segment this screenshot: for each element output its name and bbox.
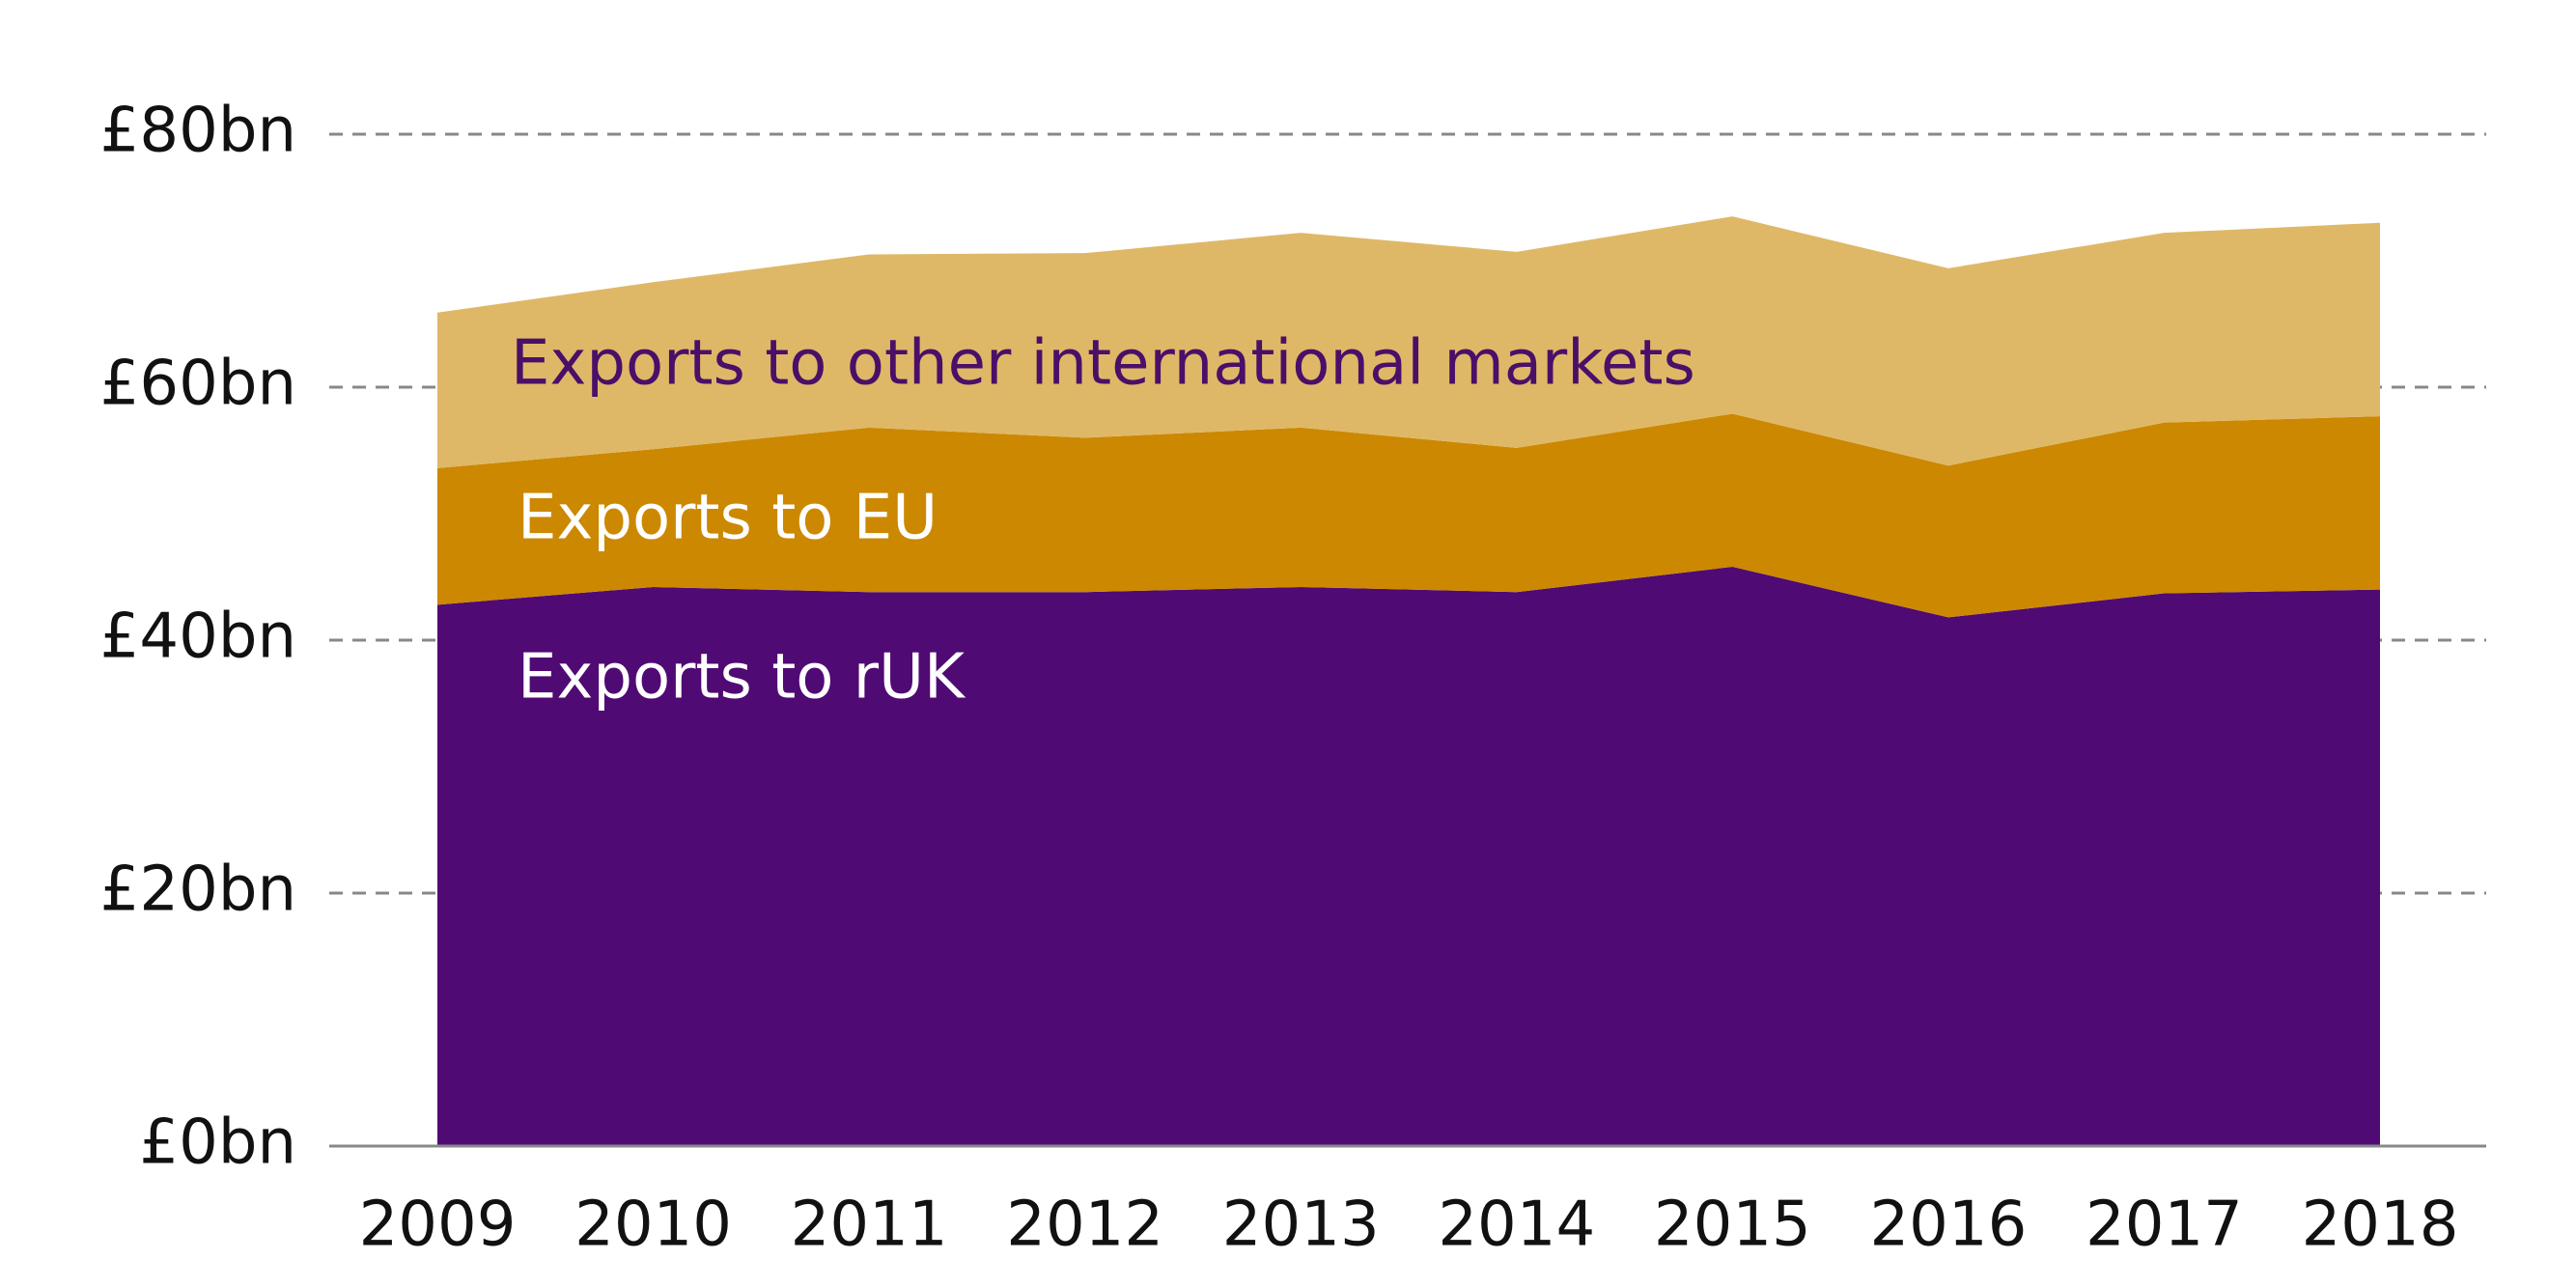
x-tick-label: 2017 bbox=[2086, 1190, 2243, 1261]
series-label: Exports to EU bbox=[518, 483, 938, 554]
area bbox=[437, 216, 2380, 468]
area bbox=[437, 567, 2380, 1146]
x-tick-label: 2013 bbox=[1222, 1190, 1380, 1261]
x-tick-label: 2012 bbox=[1006, 1190, 1163, 1261]
x-tick-label: 2016 bbox=[1869, 1190, 2027, 1261]
x-tick-label: 2010 bbox=[574, 1190, 732, 1261]
series-label: Exports to other international markets bbox=[511, 328, 1695, 400]
y-tick-label: £0bn bbox=[139, 1107, 296, 1179]
series-label: Exports to rUK bbox=[518, 642, 966, 714]
x-tick-label: 2018 bbox=[2302, 1190, 2459, 1261]
y-tick-label: £40bn bbox=[100, 602, 296, 673]
y-tick-label: £20bn bbox=[100, 854, 296, 926]
x-tick-label: 2014 bbox=[1438, 1190, 1595, 1261]
x-tick-label: 2011 bbox=[791, 1190, 948, 1261]
y-tick-label: £60bn bbox=[100, 349, 296, 420]
y-tick-label: £80bn bbox=[100, 96, 296, 167]
x-tick-label: 2009 bbox=[359, 1190, 517, 1261]
x-tick-label: 2015 bbox=[1654, 1190, 1811, 1261]
area bbox=[437, 413, 2380, 618]
